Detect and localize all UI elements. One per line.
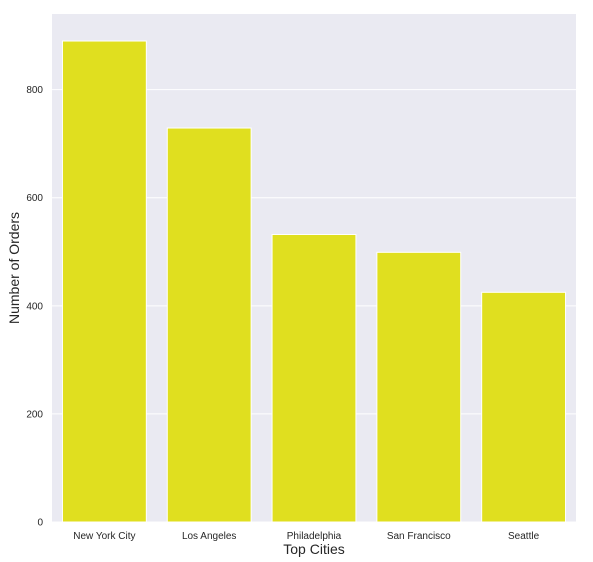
y-tick-label: 400: [26, 301, 43, 312]
x-tick-label: New York City: [73, 531, 135, 542]
bar: [376, 251, 462, 523]
x-tick-label: Seattle: [508, 531, 540, 542]
bar: [271, 233, 357, 523]
y-tick-label: 200: [26, 409, 43, 420]
bar: [481, 291, 567, 523]
y-tick-label: 0: [37, 518, 43, 529]
x-axis-ticks: New York City Los Angeles Philadelphia San …: [73, 531, 539, 542]
y-tick-label: 800: [26, 85, 43, 96]
bar: [166, 127, 252, 523]
x-tick-label: Philadelphia: [287, 531, 342, 542]
x-tick-label: San Francisco: [387, 531, 451, 542]
x-tick-label: Los Angeles: [182, 531, 237, 542]
y-tick-label: 600: [26, 193, 43, 204]
y-axis-title: Number of Orders: [6, 212, 22, 324]
bars: [61, 40, 567, 523]
x-axis-title: Top Cities: [283, 541, 344, 557]
y-axis-ticks: 0 200 400 600 800: [26, 85, 43, 528]
bar: [61, 40, 147, 523]
